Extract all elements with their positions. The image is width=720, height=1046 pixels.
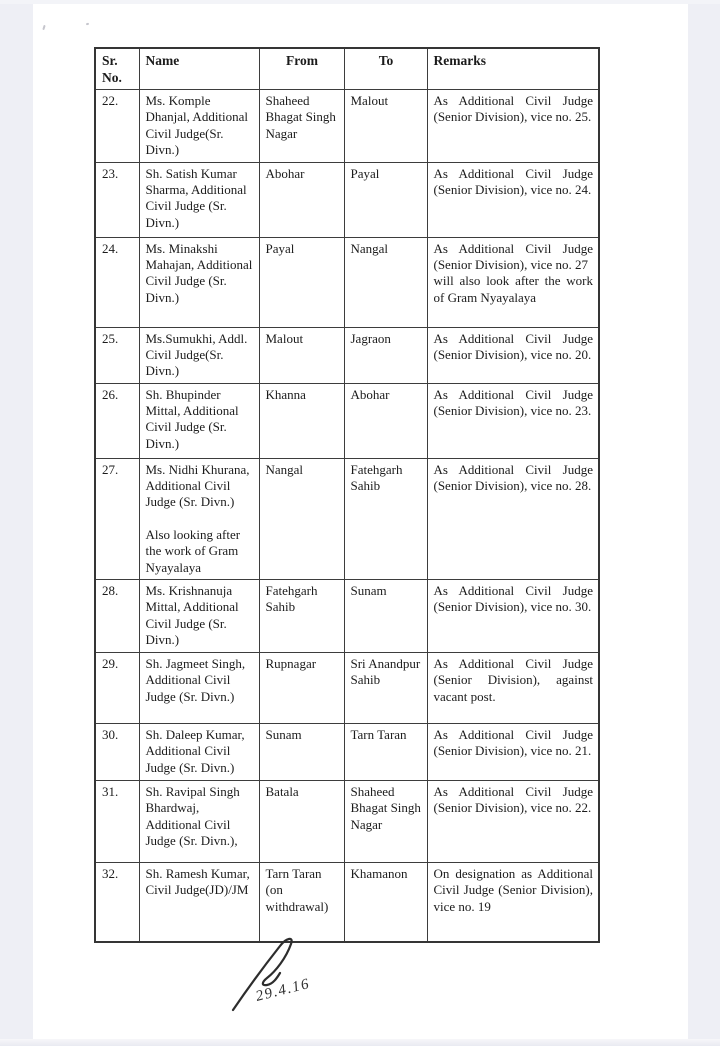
column-header-name: Name <box>138 47 260 90</box>
cell-sr-no: 29. <box>94 651 140 724</box>
cell-name: Sh. Daleep Kumar, Additional Civil Judge… <box>138 722 260 781</box>
cell-sr-no: 25. <box>94 326 140 384</box>
scan-speck <box>42 24 46 31</box>
cell-from: Fatehgarh Sahib <box>258 578 345 653</box>
table-row: 23. Sh. Satish Kumar Sharma, Additional … <box>94 161 600 238</box>
cell-to: Shaheed Bhagat Singh Nagar <box>343 779 428 863</box>
cell-name: Ms. Komple Dhanjal, Additional Civil Jud… <box>138 89 260 163</box>
cell-to: Nangal <box>343 236 428 328</box>
cell-remarks: On designation as Additional Civil Judge… <box>426 861 600 943</box>
remarks-text: As Additional Civil Judge (Senior Divisi… <box>433 240 594 272</box>
transfer-table: Sr. No. Name From To Remarks 22. Ms. Kom… <box>94 47 600 944</box>
signature-date: 29.4.16 <box>254 976 312 1005</box>
cell-to: Abohar <box>343 382 428 459</box>
scan-margin-right <box>688 0 720 1046</box>
cell-sr-no: 24. <box>94 236 140 328</box>
cell-to: Sunam <box>343 578 428 653</box>
cell-to: Jagraon <box>343 326 428 384</box>
cell-from: Abohar <box>258 161 345 238</box>
cell-from: Shaheed Bhagat Singh Nagar <box>258 89 345 163</box>
table-row: 30. Sh. Daleep Kumar, Additional Civil J… <box>94 722 600 781</box>
cell-to: Malout <box>343 89 428 163</box>
cell-to: Sri Anandpur Sahib <box>343 651 428 724</box>
cell-to: Khamanon <box>343 861 428 943</box>
column-header-to: To <box>343 47 428 90</box>
table-row: 29. Sh. Jagmeet Singh, Additional Civil … <box>94 651 600 724</box>
cell-name: Sh. Jagmeet Singh, Additional Civil Judg… <box>138 651 260 724</box>
signature-stroke <box>231 937 293 1012</box>
name-additional-text: Also looking after the work of Gram Nyay… <box>145 526 241 575</box>
column-header-remarks: Remarks <box>426 47 600 90</box>
cell-name: Ms. Minakshi Mahajan, Additional Civil J… <box>138 236 260 328</box>
table-header-row: Sr. No. Name From To Remarks <box>94 47 600 90</box>
scan-margin-left <box>0 0 33 1046</box>
table-row: 28. Ms. Krishnanuja Mittal, Additional C… <box>94 578 600 653</box>
table-row: 31. Sh. Ravipal Singh Bhardwaj, Addition… <box>94 779 600 863</box>
table-row: 32. Sh. Ramesh Kumar, Civil Judge(JD)/JM… <box>94 861 600 943</box>
cell-remarks: As Additional Civil Judge (Senior Divisi… <box>426 779 600 863</box>
cell-sr-no: 31. <box>94 779 140 863</box>
table-row: 26. Sh. Bhupinder Mittal, Additional Civ… <box>94 382 600 459</box>
cell-from: Nangal <box>258 457 345 580</box>
cell-from: Tarn Taran (on withdrawal) <box>258 861 345 943</box>
cell-remarks: As Additional Civil Judge (Senior Divisi… <box>426 722 600 781</box>
cell-from: Payal <box>258 236 345 328</box>
cell-remarks: As Additional Civil Judge (Senior Divisi… <box>426 326 600 384</box>
cell-remarks: As Additional Civil Judge (Senior Divisi… <box>426 236 600 328</box>
cell-name: Sh. Satish Kumar Sharma, Additional Civi… <box>138 161 260 238</box>
cell-from: Malout <box>258 326 345 384</box>
cell-to: Tarn Taran <box>343 722 428 781</box>
cell-from: Khanna <box>258 382 345 459</box>
cell-sr-no: 26. <box>94 382 140 459</box>
column-header-from: From <box>258 47 345 90</box>
cell-name: Sh. Ramesh Kumar, Civil Judge(JD)/JM <box>138 861 260 943</box>
table-row: 25. Ms.Sumukhi, Addl. Civil Judge(Sr. Di… <box>94 326 600 384</box>
table-row: 22. Ms. Komple Dhanjal, Additional Civil… <box>94 89 600 163</box>
cell-sr-no: 22. <box>94 89 140 163</box>
cell-name: Ms.Sumukhi, Addl. Civil Judge(Sr. Divn.) <box>138 326 260 384</box>
cell-remarks: As Additional Civil Judge (Senior Divisi… <box>426 382 600 459</box>
scan-margin-top <box>0 0 720 4</box>
cell-from: Batala <box>258 779 345 863</box>
cell-from: Sunam <box>258 722 345 781</box>
cell-name: Sh. Ravipal Singh Bhardwaj, Additional C… <box>138 779 260 863</box>
cell-sr-no: 30. <box>94 722 140 781</box>
cell-sr-no: 32. <box>94 861 140 943</box>
cell-to: Fatehgarh Sahib <box>343 457 428 580</box>
cell-remarks: As Additional Civil Judge (Senior Divisi… <box>426 578 600 653</box>
cell-name: Ms. Krishnanuja Mittal, Additional Civil… <box>138 578 260 653</box>
column-header-sr-no: Sr. No. <box>94 47 140 90</box>
table-row: 24. Ms. Minakshi Mahajan, Additional Civ… <box>94 236 600 328</box>
cell-name: Sh. Bhupinder Mittal, Additional Civil J… <box>138 382 260 459</box>
handwritten-signature: 29.4.16 <box>231 937 312 1012</box>
cell-remarks: As Additional Civil Judge (Senior Divisi… <box>426 457 600 580</box>
cell-sr-no: 28. <box>94 578 140 653</box>
cell-remarks: As Additional Civil Judge (Senior Divisi… <box>426 89 600 163</box>
cell-to: Payal <box>343 161 428 238</box>
scan-speck <box>85 22 90 26</box>
cell-remarks: As Additional Civil Judge (Senior Divisi… <box>426 161 600 238</box>
cell-from: Rupnagar <box>258 651 345 724</box>
remarks-additional-text: will also look after the work of Gram Ny… <box>433 273 594 305</box>
scan-margin-bottom <box>0 1039 720 1046</box>
cell-sr-no: 23. <box>94 161 140 238</box>
name-text: Ms. Nidhi Khurana, Additional Civil Judg… <box>145 461 250 510</box>
cell-remarks: As Additional Civil Judge (Senior Divisi… <box>426 651 600 724</box>
cell-sr-no: 27. <box>94 457 140 580</box>
table-row: 27. Ms. Nidhi Khurana, Additional Civil … <box>94 457 600 580</box>
cell-name: Ms. Nidhi Khurana, Additional Civil Judg… <box>138 457 260 580</box>
